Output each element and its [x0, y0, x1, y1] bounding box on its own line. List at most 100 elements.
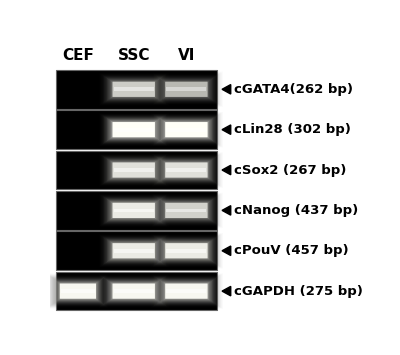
FancyBboxPatch shape [104, 157, 163, 183]
FancyBboxPatch shape [53, 278, 103, 304]
Text: cPouV (457 bp): cPouV (457 bp) [234, 244, 349, 257]
Bar [166, 128, 206, 131]
FancyBboxPatch shape [106, 77, 162, 102]
FancyBboxPatch shape [100, 235, 168, 267]
FancyBboxPatch shape [155, 75, 218, 103]
Polygon shape [222, 246, 231, 256]
FancyBboxPatch shape [60, 284, 96, 299]
Text: cGATA4(262 bp): cGATA4(262 bp) [234, 83, 354, 96]
FancyBboxPatch shape [154, 155, 219, 185]
FancyBboxPatch shape [103, 75, 165, 103]
FancyBboxPatch shape [162, 201, 210, 220]
Bar [56, 151, 218, 189]
Polygon shape [222, 286, 231, 296]
FancyBboxPatch shape [162, 282, 210, 301]
FancyBboxPatch shape [155, 196, 218, 224]
FancyBboxPatch shape [57, 282, 98, 301]
FancyBboxPatch shape [107, 199, 160, 222]
FancyBboxPatch shape [106, 239, 162, 263]
FancyBboxPatch shape [107, 280, 160, 302]
FancyBboxPatch shape [101, 74, 166, 104]
FancyBboxPatch shape [103, 116, 165, 144]
Text: VI: VI [178, 48, 195, 63]
FancyBboxPatch shape [158, 279, 215, 304]
FancyBboxPatch shape [155, 116, 218, 144]
FancyBboxPatch shape [50, 276, 106, 306]
Bar [114, 168, 154, 172]
Bar [56, 110, 218, 149]
FancyBboxPatch shape [103, 277, 165, 305]
FancyBboxPatch shape [160, 118, 213, 141]
FancyBboxPatch shape [154, 276, 219, 306]
Bar [56, 70, 218, 109]
FancyBboxPatch shape [155, 277, 218, 305]
FancyBboxPatch shape [158, 198, 215, 223]
FancyBboxPatch shape [164, 162, 209, 179]
FancyBboxPatch shape [101, 276, 166, 306]
FancyBboxPatch shape [101, 236, 166, 266]
FancyBboxPatch shape [165, 82, 208, 97]
FancyBboxPatch shape [110, 80, 158, 99]
FancyBboxPatch shape [154, 115, 219, 144]
Bar [114, 208, 154, 212]
FancyBboxPatch shape [161, 79, 212, 100]
FancyBboxPatch shape [157, 237, 216, 264]
FancyBboxPatch shape [112, 122, 155, 137]
FancyBboxPatch shape [103, 196, 165, 224]
FancyBboxPatch shape [162, 80, 210, 99]
Text: CEF: CEF [62, 48, 94, 63]
FancyBboxPatch shape [160, 199, 213, 222]
FancyBboxPatch shape [100, 114, 168, 146]
FancyBboxPatch shape [158, 77, 215, 102]
FancyBboxPatch shape [106, 118, 162, 142]
FancyBboxPatch shape [112, 82, 155, 97]
FancyBboxPatch shape [107, 118, 160, 141]
FancyBboxPatch shape [54, 279, 102, 304]
FancyBboxPatch shape [158, 118, 215, 142]
FancyBboxPatch shape [112, 284, 155, 299]
FancyBboxPatch shape [108, 79, 159, 100]
FancyBboxPatch shape [164, 242, 209, 259]
FancyBboxPatch shape [157, 76, 216, 103]
FancyBboxPatch shape [160, 280, 213, 302]
FancyBboxPatch shape [49, 275, 107, 307]
FancyBboxPatch shape [160, 159, 213, 181]
Bar [166, 249, 206, 253]
FancyBboxPatch shape [161, 281, 212, 301]
Text: cGAPDH (275 bp): cGAPDH (275 bp) [234, 285, 363, 297]
FancyBboxPatch shape [106, 158, 162, 182]
FancyBboxPatch shape [153, 275, 220, 307]
FancyBboxPatch shape [110, 160, 158, 180]
FancyBboxPatch shape [101, 115, 166, 144]
Bar [166, 208, 206, 212]
FancyBboxPatch shape [104, 237, 163, 264]
FancyBboxPatch shape [108, 200, 159, 221]
FancyBboxPatch shape [157, 116, 216, 143]
FancyBboxPatch shape [161, 240, 212, 261]
FancyBboxPatch shape [106, 198, 162, 223]
FancyBboxPatch shape [164, 283, 209, 300]
FancyBboxPatch shape [107, 159, 160, 181]
FancyBboxPatch shape [112, 203, 155, 218]
FancyBboxPatch shape [111, 202, 156, 219]
FancyBboxPatch shape [162, 120, 210, 139]
Bar [114, 128, 154, 131]
Bar [166, 87, 206, 91]
FancyBboxPatch shape [107, 78, 160, 100]
FancyBboxPatch shape [155, 237, 218, 265]
Bar [114, 249, 154, 253]
FancyBboxPatch shape [161, 200, 212, 221]
FancyBboxPatch shape [55, 280, 101, 302]
FancyBboxPatch shape [153, 195, 220, 226]
FancyBboxPatch shape [58, 283, 97, 300]
FancyBboxPatch shape [106, 279, 162, 304]
FancyBboxPatch shape [104, 116, 163, 143]
FancyBboxPatch shape [153, 114, 220, 146]
Polygon shape [222, 165, 231, 175]
FancyBboxPatch shape [100, 275, 168, 307]
FancyBboxPatch shape [108, 119, 159, 140]
FancyBboxPatch shape [161, 160, 212, 180]
Polygon shape [222, 206, 231, 215]
FancyBboxPatch shape [107, 239, 160, 262]
Bar [114, 289, 154, 293]
